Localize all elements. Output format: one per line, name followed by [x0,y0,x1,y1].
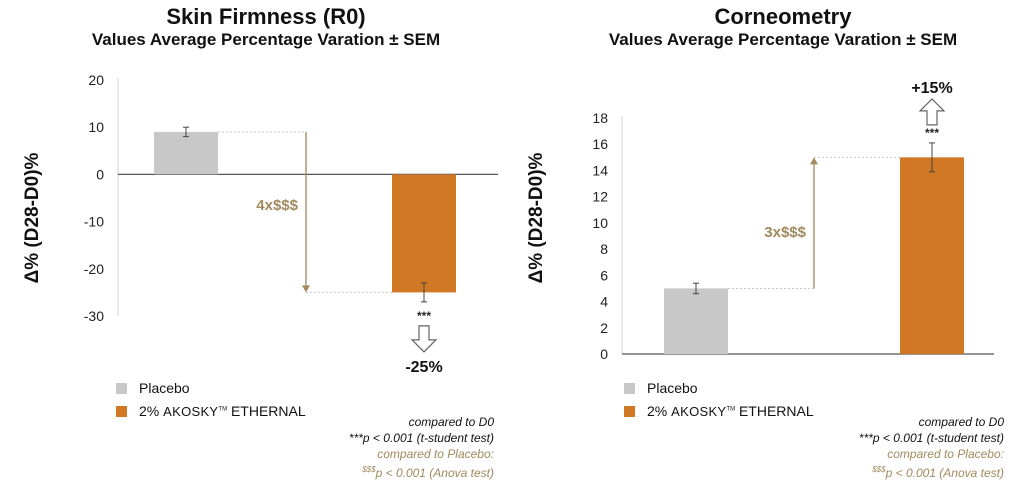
bar-placebo [154,131,218,175]
y-tick-label: 0 [96,166,104,182]
chart-title: Corneometry [714,4,852,29]
note-tstudent: ***p < 0.001 (t-student test) [348,431,494,445]
significance-label: *** [417,309,431,323]
corneometry-chart: 18 16 14 12 10 8 6 4 2 0 Δ% (D28-D0)% *** +15% 3x$$$ [526,80,994,362]
y-tick-label: 14 [592,162,608,178]
note-tstudent: ***p < 0.001 (t-student test) [858,431,1004,445]
y-tick-label: -30 [84,308,104,324]
note-anova: $$$p < 0.001 (Anova test) [362,465,494,480]
y-tick-label: -10 [84,214,104,230]
chart-subtitle: Values Average Percentage Varation ± SEM [91,30,441,49]
y-tick-label: 2 [600,320,608,336]
bar-treatment [392,174,456,293]
comparison-label: 3x$$$ [764,224,806,241]
y-tick-label: -20 [84,261,104,277]
chart-title: Skin Firmness (R0) [166,4,366,29]
legend-swatch-treatment [624,405,635,417]
legend-swatch-placebo [116,382,127,394]
legend-item-treatment: 2% AKOSKYTM ETHERNAL [624,401,814,421]
note-anova: $$$p < 0.001 (Anova test) [872,465,1004,480]
note-placebo: compared to Placebo: [887,447,1004,461]
down-arrow-icon [410,325,438,353]
y-axis-label: Δ% (D28-D0)% [526,152,547,283]
chart-subtitle: Values Average Percentage Varation ± SEM [608,30,958,49]
legend-label-treatment: 2% AKOSKYTM ETHERNAL [647,403,814,419]
up-arrow-icon [918,98,946,126]
y-tick-label: 8 [600,241,608,257]
footnotes: compared to D0 ***p < 0.001 (t-student t… [859,414,1004,481]
legend-label-treatment: 2% AKOSKYTM ETHERNAL [139,403,306,419]
y-tick-label: 16 [592,136,608,152]
skin-firmness-chart: 20 10 0 -10 -20 -30 Δ% (D28-D0)% *** -25% 4x$$$ [22,72,498,376]
y-tick-label: 10 [592,215,608,231]
bar-placebo [664,288,728,354]
y-axis-label: Δ% (D28-D0)% [22,152,43,283]
note-d0: compared to D0 [918,415,1004,429]
legend-swatch-treatment [116,405,127,417]
note-d0: compared to D0 [408,415,494,429]
footnotes: compared to D0 ***p < 0.001 (t-student t… [349,414,494,481]
bar-treatment [900,157,964,354]
y-tick-label: 6 [600,267,608,283]
legend-item-treatment: 2% AKOSKYTM ETHERNAL [116,401,306,421]
legend-label-placebo: Placebo [139,380,190,396]
comparison-arrowhead-icon [810,157,818,165]
y-tick-label: 10 [88,119,104,135]
significance-label: *** [925,126,939,140]
legend-item-placebo: Placebo [624,378,814,398]
y-tick-label: 0 [600,346,608,362]
y-tick-label: 4 [600,294,608,310]
legend: Placebo 2% AKOSKYTM ETHERNAL [116,378,306,424]
y-tick-label: 20 [88,72,104,88]
comparison-arrowhead-icon [302,285,310,293]
y-tick-label: 18 [592,110,608,126]
change-label: -25% [405,359,442,376]
legend-label-placebo: Placebo [647,380,698,396]
change-label: +15% [911,80,952,97]
comparison-label: 4x$$$ [256,197,298,214]
note-placebo: compared to Placebo: [377,447,494,461]
panel-skin-firmness: Skin Firmness (R0) Values Average Percen… [0,0,512,480]
legend-swatch-placebo [624,382,635,394]
legend: Placebo 2% AKOSKYTM ETHERNAL [624,378,814,424]
panel-corneometry: Corneometry Values Average Percentage Va… [512,0,1024,480]
legend-item-placebo: Placebo [116,378,306,398]
y-tick-label: 12 [592,189,608,205]
